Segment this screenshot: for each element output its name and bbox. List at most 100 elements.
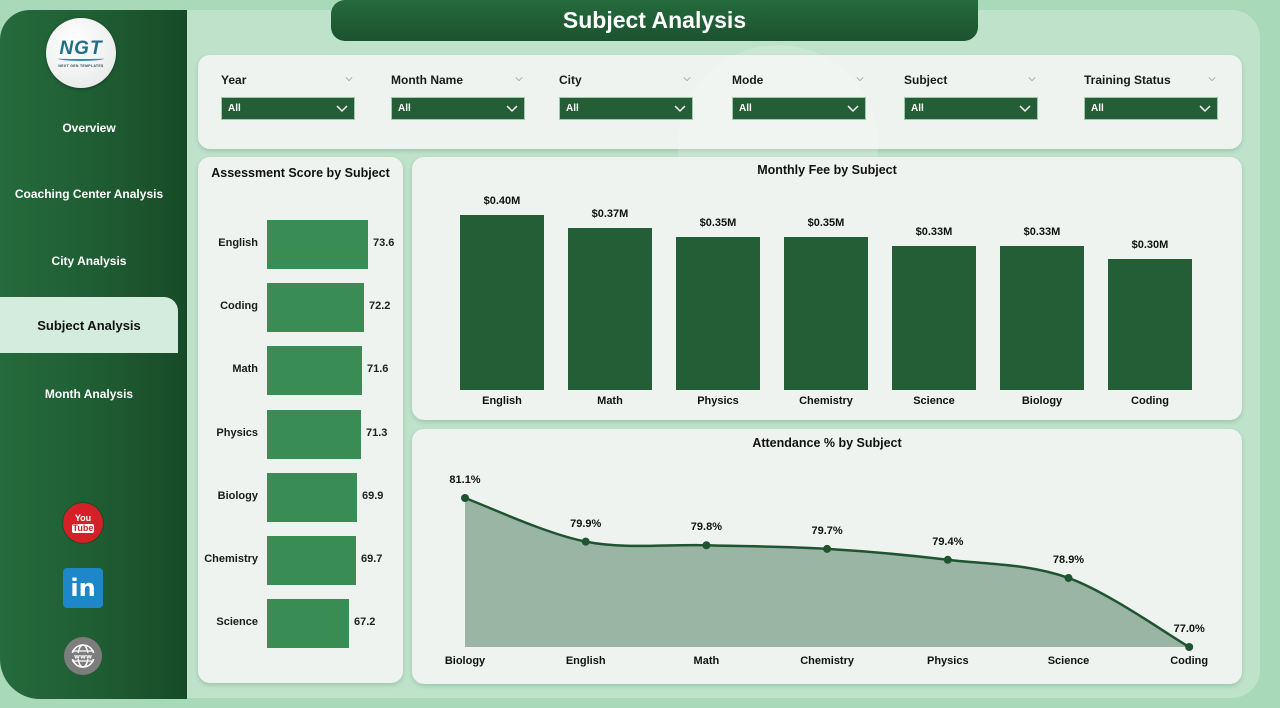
sidebar: NGT NEXT GEN TEMPLATES Overview Coaching… <box>0 10 187 699</box>
bar[interactable] <box>460 215 544 390</box>
bar-row-english[interactable]: English 73.6 <box>198 220 403 269</box>
sidebar-item-subject-analysis[interactable]: Subject Analysis <box>0 297 178 353</box>
dropdown-value: All <box>228 103 241 114</box>
attendance-area-plot <box>461 494 1194 651</box>
value-label: 77.0% <box>1173 623 1205 635</box>
value-label: 79.8% <box>690 521 722 534</box>
mode-dropdown[interactable]: All <box>732 97 866 120</box>
bar[interactable] <box>267 220 368 269</box>
sidebar-item-label: City Analysis <box>51 254 127 268</box>
subject-dropdown[interactable]: All <box>904 97 1038 120</box>
city-dropdown[interactable]: All <box>559 97 693 120</box>
year-dropdown[interactable]: All <box>221 97 355 120</box>
month-name-dropdown[interactable]: All <box>391 97 525 120</box>
value-label: 79.4% <box>932 535 964 548</box>
bar[interactable] <box>267 283 364 333</box>
category-label: Math <box>693 655 720 667</box>
filter-training-status: Training Status All <box>1084 73 1218 120</box>
sidebar-item-label: Month Analysis <box>44 387 134 401</box>
bar[interactable] <box>267 472 357 522</box>
value-label: $0.35M <box>699 217 737 229</box>
bar[interactable] <box>1000 246 1084 390</box>
chevron-down-icon[interactable] <box>345 75 353 83</box>
value-label: $0.37M <box>591 208 629 220</box>
category-label: English <box>218 237 258 249</box>
sidebar-item-coaching-center-analysis[interactable]: Coaching Center Analysis <box>0 166 178 222</box>
category-label: Biology <box>444 655 486 667</box>
chevron-down-icon[interactable] <box>1208 75 1216 83</box>
chevron-down-icon[interactable] <box>1028 75 1036 83</box>
chart-title: Assessment Score by Subject <box>211 166 390 180</box>
category-label: Physics <box>927 655 969 667</box>
ngt-logo: NGT NEXT GEN TEMPLATES <box>46 18 116 88</box>
bar[interactable] <box>267 599 349 649</box>
value-label: 79.9% <box>570 517 602 530</box>
sidebar-item-month-analysis[interactable]: Month Analysis <box>0 366 178 422</box>
globe-icon: www <box>71 644 95 668</box>
filter-label: Year <box>221 73 247 87</box>
data-point-physics[interactable] <box>943 555 952 564</box>
training-status-dropdown[interactable]: All <box>1084 97 1218 120</box>
category-label: Biology <box>217 489 258 502</box>
value-label: 81.1% <box>449 474 481 486</box>
chevron-down-icon <box>674 104 686 112</box>
monthly-fee-chart: Monthly Fee by Subject $0.40M English $0.3… <box>412 157 1242 420</box>
linkedin-icon[interactable]: in <box>63 568 103 608</box>
bar-row-biology[interactable]: Biology 69.9 <box>198 472 403 522</box>
category-label: Coding <box>1131 395 1169 407</box>
filter-label: Subject <box>904 73 948 87</box>
filter-label: City <box>559 73 582 87</box>
data-point-science[interactable] <box>1064 573 1073 582</box>
value-label: $0.33M <box>915 226 953 238</box>
category-label: Science <box>216 616 258 629</box>
bar-row-coding[interactable]: Coding 72.2 <box>198 283 403 333</box>
sidebar-item-label: Coaching Center Analysis <box>14 187 164 201</box>
bar-row-science[interactable]: Science 67.2 <box>198 599 403 649</box>
bar[interactable] <box>676 237 760 390</box>
data-point-math[interactable] <box>702 541 711 550</box>
bar-row-math[interactable]: Math 71.6 <box>198 346 403 396</box>
chevron-down-icon[interactable] <box>856 75 864 83</box>
category-label: Biology <box>1021 395 1063 407</box>
youtube-icon[interactable]: You Tube <box>63 503 103 543</box>
chevron-down-icon[interactable] <box>683 75 691 83</box>
bar[interactable] <box>267 409 361 459</box>
category-label: Math <box>232 363 258 376</box>
chart-title: Monthly Fee by Subject <box>757 163 897 177</box>
bar[interactable] <box>784 237 868 390</box>
category-label: Chemistry <box>799 395 853 407</box>
sidebar-item-label: Overview <box>62 121 116 135</box>
dropdown-value: All <box>911 103 924 114</box>
chevron-down-icon <box>336 104 348 112</box>
bar[interactable] <box>1108 259 1192 390</box>
sidebar-item-city-analysis[interactable]: City Analysis <box>0 233 178 289</box>
area-fill <box>465 498 1190 647</box>
logo-text: NGT <box>59 37 103 59</box>
chevron-down-icon[interactable] <box>515 75 523 83</box>
page-title: Subject Analysis <box>562 7 747 33</box>
bar[interactable] <box>568 228 652 390</box>
filter-subject: Subject All <box>904 73 1038 120</box>
bar[interactable] <box>267 536 356 585</box>
data-point-chemistry[interactable] <box>823 544 832 553</box>
value-label: 78.9% <box>1052 553 1085 566</box>
sidebar-item-overview[interactable]: Overview <box>0 100 178 156</box>
value-label: 69.7 <box>361 553 383 565</box>
value-label: 71.6 <box>367 363 389 376</box>
linkedin-text: in <box>70 574 96 602</box>
data-point-english[interactable] <box>581 537 590 546</box>
bar-row-chemistry[interactable]: Chemistry 69.7 <box>198 536 403 585</box>
data-point-coding[interactable] <box>1185 643 1194 651</box>
category-label: English <box>482 395 522 407</box>
bar[interactable] <box>267 346 362 396</box>
chart-title: Attendance % by Subject <box>752 436 902 450</box>
category-label: Physics <box>697 395 739 407</box>
svg-text:www: www <box>74 652 92 660</box>
website-globe-icon[interactable]: www <box>64 637 102 675</box>
bar-row-physics[interactable]: Physics 71.3 <box>198 409 403 459</box>
category-label: Coding <box>220 300 258 313</box>
value-label: $0.40M <box>483 195 521 207</box>
bar[interactable] <box>892 246 976 390</box>
data-point-biology[interactable] <box>461 494 469 502</box>
attendance-chart: Attendance % by Subject 81.1% Biology 79.9… <box>412 429 1242 684</box>
